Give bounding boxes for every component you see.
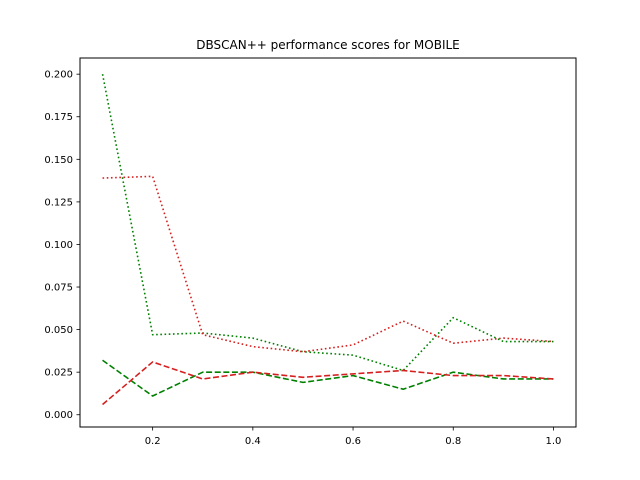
x-tick-label: 1.0 — [546, 436, 562, 447]
y-tick-label: 0.200 — [44, 70, 73, 81]
y-tick-label: 0.075 — [44, 283, 73, 294]
x-tick-label: 0.6 — [345, 436, 361, 447]
y-tick-label: 0.050 — [44, 325, 73, 336]
series-line-2 — [102, 175, 554, 353]
y-tick-label: 0.025 — [44, 368, 73, 379]
plot-area-frame — [79, 57, 577, 428]
series-line-4 — [102, 361, 554, 406]
x-tick-label: 0.8 — [445, 436, 461, 447]
y-tick-label: 0.125 — [44, 197, 73, 208]
y-tick-label: 0.175 — [44, 112, 73, 123]
series-line-1 — [101, 74, 554, 372]
series-line-3 — [102, 359, 554, 397]
x-tick-label: 0.4 — [245, 436, 261, 447]
y-tick-label: 0.000 — [44, 410, 73, 421]
y-tick-label: 0.100 — [44, 240, 73, 251]
chart-title: DBSCAN++ performance scores for MOBILE — [196, 38, 460, 52]
x-tick-label: 0.2 — [145, 436, 161, 447]
y-tick-label: 0.150 — [44, 155, 73, 166]
